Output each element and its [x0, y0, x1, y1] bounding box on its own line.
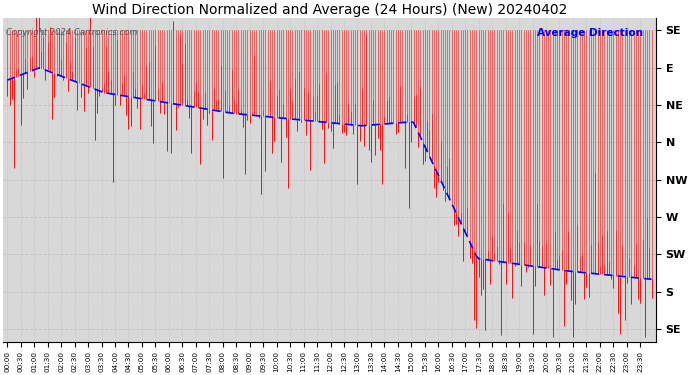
Average Direction — [558, 268, 566, 272]
Average Direction — [331, 121, 339, 126]
Average Direction — [34, 66, 43, 70]
Average Direction — [546, 266, 555, 271]
Average Direction — [593, 272, 602, 276]
Title: Wind Direction Normalized and Average (24 Hours) (New) 20240402: Wind Direction Normalized and Average (2… — [92, 3, 567, 17]
Text: Copyright 2024 Cartronics.com: Copyright 2024 Cartronics.com — [6, 28, 137, 37]
Average Direction — [61, 76, 70, 80]
Average Direction — [3, 78, 12, 82]
Average Direction — [647, 277, 655, 282]
Text: Average Direction: Average Direction — [537, 28, 643, 38]
Line: Average Direction: Average Direction — [8, 68, 651, 279]
Average Direction — [573, 270, 582, 274]
